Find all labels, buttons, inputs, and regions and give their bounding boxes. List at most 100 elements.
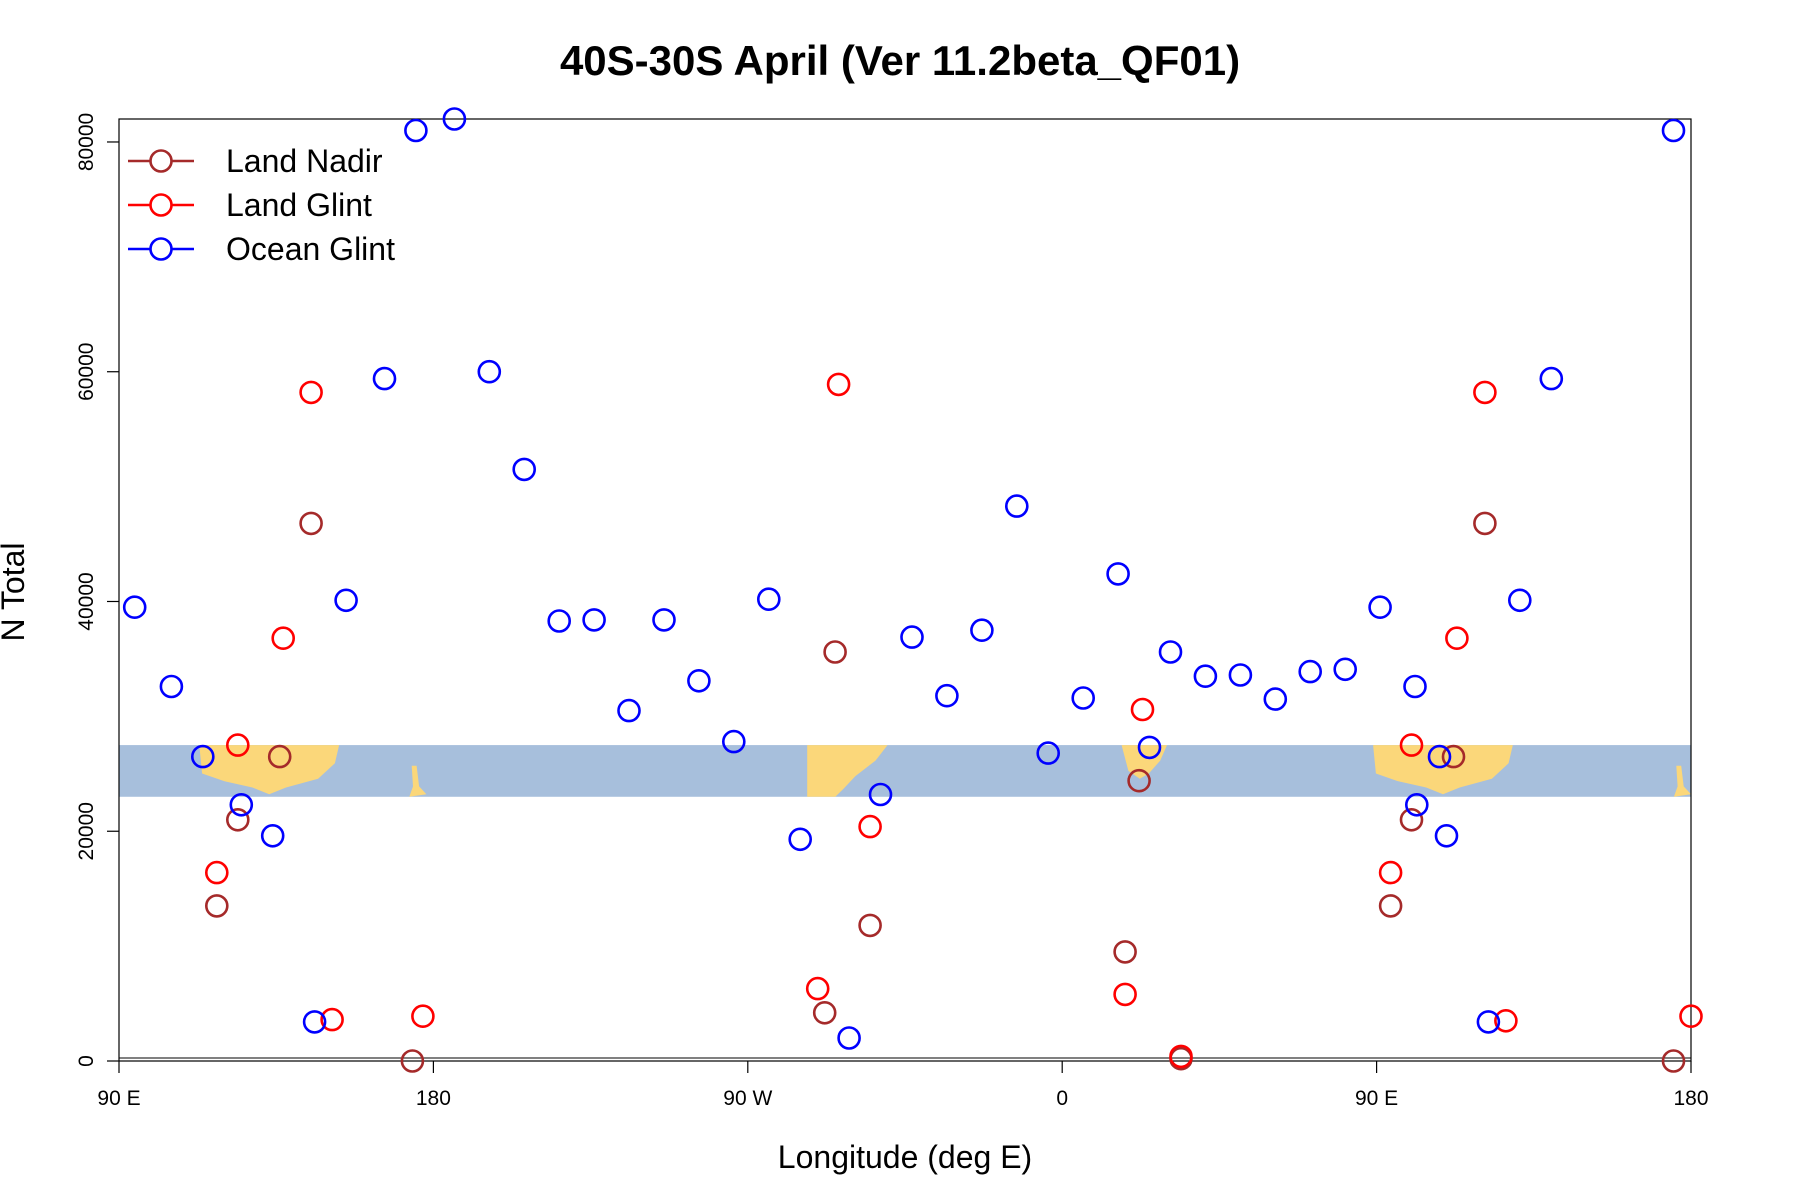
data-point	[512, 457, 537, 482]
data-point	[1679, 1004, 1703, 1029]
legend-marker	[149, 149, 173, 173]
data-point	[970, 618, 994, 643]
data-point	[122, 595, 147, 620]
legend-label: Land Glint	[226, 187, 372, 223]
data-point	[1193, 664, 1218, 689]
y-axis-label: N Total	[0, 542, 31, 641]
data-point	[1399, 733, 1424, 757]
australia-land	[199, 745, 340, 795]
y-tick-label: 40000	[75, 572, 98, 630]
data-point	[372, 366, 397, 391]
x-tick-label: 90 E	[1355, 1087, 1398, 1110]
x-tick-label: 180	[1673, 1087, 1708, 1110]
x-tick-label: 180	[416, 1087, 451, 1110]
data-point	[1113, 940, 1137, 964]
y-tick-label: 0	[75, 1055, 98, 1067]
plot-frame	[118, 118, 1692, 1062]
data-point	[1441, 744, 1466, 769]
legend-item: Land Glint	[128, 187, 372, 223]
legend-item: Land Nadir	[128, 143, 383, 179]
y-tick-label: 20000	[75, 802, 98, 860]
series-ocean-glint	[122, 107, 1686, 1050]
y-tick-label: 80000	[75, 113, 98, 171]
data-point	[756, 587, 781, 612]
data-point	[812, 1000, 837, 1025]
data-point	[1473, 511, 1497, 536]
data-point	[858, 814, 882, 839]
y-axis: 0 20000 40000 60000 80000	[75, 113, 119, 1067]
data-point	[159, 674, 184, 699]
data-point	[935, 683, 959, 708]
data-point	[1539, 366, 1564, 391]
legend-item: Ocean Glint	[128, 231, 395, 267]
data-point	[1476, 1010, 1501, 1034]
legend: Land Nadir Land Glint Ocean Glint	[128, 143, 395, 267]
data-point	[823, 640, 847, 664]
data-point	[1127, 768, 1151, 793]
data-point	[1368, 595, 1392, 620]
data-point	[1071, 686, 1095, 710]
data-point	[1494, 1008, 1518, 1033]
data-point	[1378, 860, 1403, 885]
legend-marker	[149, 237, 173, 261]
data-point	[299, 511, 323, 536]
data-point	[267, 744, 292, 769]
data-point	[1036, 741, 1060, 765]
data-point	[404, 118, 428, 143]
data-point	[400, 1049, 425, 1073]
legend-label: Ocean Glint	[226, 231, 395, 267]
data-point	[205, 894, 229, 918]
data-point	[858, 913, 882, 938]
data-point	[1004, 494, 1029, 518]
x-tick-label: 90 W	[723, 1087, 772, 1110]
data-point	[260, 823, 285, 848]
data-point	[320, 1007, 344, 1032]
south-america-land	[807, 745, 888, 797]
data-point	[1405, 792, 1429, 817]
series-land-glint	[205, 372, 1703, 1069]
x-axis: 90 E 180 90 W 0 90 E 180	[97, 1057, 1709, 1110]
data-point	[302, 1010, 327, 1034]
data-point	[1113, 982, 1137, 1007]
data-point	[1445, 626, 1469, 651]
data-point	[837, 1026, 861, 1050]
data-point	[299, 380, 323, 405]
data-point	[1661, 118, 1686, 143]
data-point	[805, 976, 830, 1001]
x-tick-label: 0	[1056, 1087, 1068, 1110]
data-point	[1130, 697, 1155, 722]
data-point	[1378, 894, 1403, 918]
data-point	[652, 608, 676, 632]
data-point	[1403, 674, 1427, 699]
data-point	[1508, 588, 1532, 613]
data-point	[1169, 1044, 1193, 1069]
data-point	[229, 792, 254, 817]
data-point	[1158, 640, 1183, 664]
data-point	[1434, 823, 1459, 848]
data-point	[582, 608, 606, 632]
data-point	[617, 698, 641, 723]
data-point	[547, 609, 572, 633]
data-point	[687, 668, 711, 693]
data-point	[226, 733, 250, 757]
new-zealand-land	[409, 765, 427, 797]
data-point	[205, 860, 229, 885]
data-point	[271, 626, 296, 651]
data-point	[826, 372, 851, 397]
new-zealand-land	[1673, 765, 1691, 797]
data-point	[334, 588, 358, 613]
data-point	[721, 729, 746, 754]
data-point	[1298, 659, 1322, 684]
data-point	[442, 107, 467, 131]
data-point	[900, 625, 924, 649]
data-point	[1228, 663, 1253, 687]
y-tick-label: 60000	[75, 343, 98, 401]
map-band	[119, 745, 1691, 797]
data-point	[788, 827, 813, 852]
chart-title: 40S-30S April (Ver 11.2beta_QF01)	[560, 37, 1240, 84]
data-point	[1106, 562, 1130, 586]
data-point	[1263, 687, 1288, 711]
data-point	[1661, 1049, 1686, 1073]
data-point	[191, 744, 215, 769]
